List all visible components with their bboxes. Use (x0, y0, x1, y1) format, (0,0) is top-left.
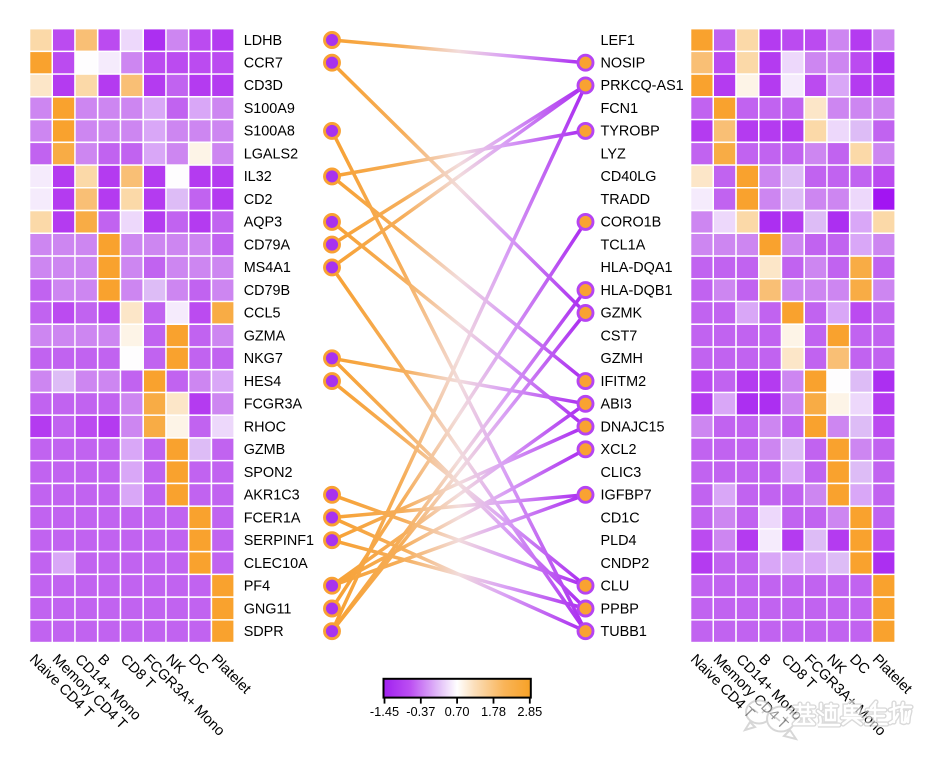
svg-text:TUBB1: TUBB1 (601, 624, 647, 640)
svg-text:2.85: 2.85 (517, 704, 542, 719)
svg-text:GNG11: GNG11 (244, 601, 292, 617)
svg-text:CD79B: CD79B (244, 283, 290, 299)
svg-text:XCL2: XCL2 (601, 442, 637, 458)
svg-text:CD1C: CD1C (601, 510, 640, 526)
svg-text:DNAJC15: DNAJC15 (601, 419, 665, 435)
svg-text:LEF1: LEF1 (601, 33, 635, 49)
svg-text:TYROBP: TYROBP (601, 124, 660, 140)
svg-text:RHOC: RHOC (244, 419, 286, 435)
svg-text:-1.45: -1.45 (370, 704, 399, 719)
svg-text:IGFBP7: IGFBP7 (601, 488, 652, 504)
svg-text:SPON2: SPON2 (244, 465, 293, 481)
svg-text:HLA-DQA1: HLA-DQA1 (601, 260, 673, 276)
svg-text:NKG7: NKG7 (244, 351, 283, 367)
svg-text:CD3D: CD3D (244, 78, 283, 94)
svg-text:S100A9: S100A9 (244, 101, 295, 117)
svg-text:CCL5: CCL5 (244, 306, 281, 322)
svg-text:1.78: 1.78 (481, 704, 506, 719)
svg-text:PF4: PF4 (244, 579, 270, 595)
svg-text:TCL1A: TCL1A (601, 237, 646, 253)
svg-text:LYZ: LYZ (601, 147, 627, 163)
svg-text:CLEC10A: CLEC10A (244, 556, 308, 572)
svg-text:AQP3: AQP3 (244, 215, 282, 231)
svg-text:CD40LG: CD40LG (601, 169, 657, 185)
svg-text:PLD4: PLD4 (601, 533, 637, 549)
svg-text:CLIC3: CLIC3 (601, 465, 642, 481)
svg-text:S100A8: S100A8 (244, 124, 295, 140)
svg-text:PRKCQ-AS1: PRKCQ-AS1 (601, 78, 684, 94)
svg-text:SDPR: SDPR (244, 624, 284, 640)
svg-text:LDHB: LDHB (244, 33, 282, 49)
svg-text:SERPINF1: SERPINF1 (244, 533, 314, 549)
svg-text:CORO1B: CORO1B (601, 215, 662, 231)
svg-text:LGALS2: LGALS2 (244, 147, 298, 163)
svg-text:GZMK: GZMK (601, 306, 643, 322)
svg-text:NOSIP: NOSIP (601, 56, 646, 72)
svg-text:CD79A: CD79A (244, 237, 291, 253)
svg-text:ABI3: ABI3 (601, 397, 632, 413)
svg-text:CLU: CLU (601, 579, 630, 595)
svg-text:CST7: CST7 (601, 328, 638, 344)
svg-text:MS4A1: MS4A1 (244, 260, 291, 276)
svg-text:-0.37: -0.37 (406, 704, 435, 719)
svg-text:GZMA: GZMA (244, 328, 286, 344)
svg-text:PPBP: PPBP (601, 601, 639, 617)
svg-text:IFITM2: IFITM2 (601, 374, 647, 390)
svg-text:0.70: 0.70 (445, 704, 470, 719)
svg-text:FCER1A: FCER1A (244, 510, 301, 526)
svg-text:FCN1: FCN1 (601, 101, 639, 117)
svg-text:GZMH: GZMH (601, 351, 643, 367)
svg-text:HLA-DQB1: HLA-DQB1 (601, 283, 673, 299)
svg-text:AKR1C3: AKR1C3 (244, 488, 300, 504)
svg-text:CD2: CD2 (244, 192, 273, 208)
svg-text:IL32: IL32 (244, 169, 272, 185)
svg-text:GZMB: GZMB (244, 442, 286, 458)
svg-text:FCGR3A: FCGR3A (244, 397, 303, 413)
svg-text:CNDP2: CNDP2 (601, 556, 650, 572)
svg-text:TRADD: TRADD (601, 192, 651, 208)
svg-text:CCR7: CCR7 (244, 56, 283, 72)
svg-text:HES4: HES4 (244, 374, 282, 390)
